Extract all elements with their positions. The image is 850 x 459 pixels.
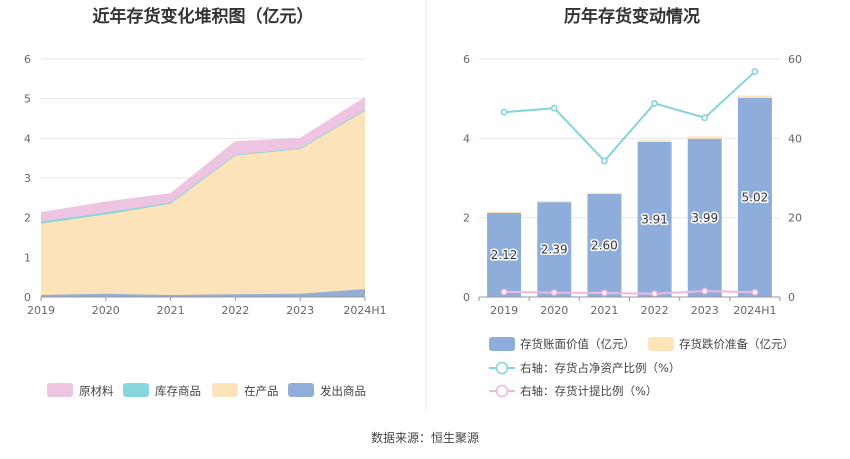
- area-series-3: [41, 97, 365, 222]
- left-y-tick-label: 1: [24, 251, 31, 264]
- right-grid: [479, 58, 780, 298]
- left-y-tick-label: 3: [24, 172, 31, 185]
- right-y-tick-label: 4: [463, 132, 470, 145]
- left-legend-label: 库存商品: [155, 384, 201, 398]
- right-legend-label: 右轴：存货计提比例（%）: [520, 384, 657, 398]
- bar-impairment: [687, 136, 722, 139]
- line-point: [550, 289, 558, 297]
- right-y2-tick-label: 20: [788, 212, 802, 225]
- source-label: 数据来源：恒生聚源: [371, 430, 479, 445]
- bar-impairment: [487, 211, 522, 213]
- line-series-1: [504, 290, 755, 295]
- left-x-tick-label: 2021: [157, 304, 185, 317]
- bar-book-value: [487, 212, 522, 297]
- right-y-tick-label: 6: [463, 53, 470, 66]
- right-x-tick-label: 2020: [540, 304, 568, 317]
- line-point: [550, 104, 558, 112]
- bar-value-label: 2.39: [541, 243, 568, 257]
- left-legend-swatch: [288, 383, 314, 397]
- left-area-series: [40, 97, 366, 297]
- right-x-tick-label: 2024H1: [733, 304, 776, 317]
- right-line-series: [500, 68, 759, 298]
- line-point: [751, 288, 759, 296]
- left-legend-label: 原材料: [79, 384, 114, 398]
- right-legend-label: 右轴：存货占净资产比例（%）: [520, 361, 680, 375]
- line-point: [601, 157, 608, 165]
- bar-impairment: [737, 95, 772, 98]
- left-x-tick-label: 2020: [92, 304, 120, 317]
- line-point: [601, 289, 608, 297]
- right-x-tick-label: 2022: [641, 304, 669, 317]
- left-axis: 0 1 2 3 4 5 6 2019 2020 2021 2022 2023 2024H1: [24, 53, 387, 317]
- left-y-tick-label: 4: [24, 132, 31, 145]
- left-y-tick-label: 6: [24, 53, 31, 66]
- left-legend-swatch: [123, 383, 149, 397]
- bar-value-label: 3.99: [691, 211, 718, 225]
- left-x-tick-label: 2019: [27, 304, 55, 317]
- bar-book-value: [537, 202, 572, 297]
- left-x-tick-label: 2023: [286, 304, 314, 317]
- right-chart-title: 历年存货变动情况: [564, 6, 700, 27]
- right-legend-swatch: [489, 337, 515, 351]
- bar-value-label: 2.12: [491, 248, 518, 262]
- right-y2-tick-label: 60: [788, 53, 802, 66]
- left-legend-label: 在产品: [244, 384, 279, 398]
- right-y2-tick-label: 40: [788, 132, 802, 145]
- bar-impairment: [587, 192, 622, 194]
- right-x-tick-label: 2023: [691, 304, 719, 317]
- line-point: [751, 68, 759, 76]
- left-legend-swatch: [47, 383, 73, 397]
- left-y-tick-label: 2: [24, 212, 31, 225]
- right-x-tick-label: 2019: [490, 304, 518, 317]
- bar-impairment: [637, 140, 672, 142]
- right-legend-label: 存货账面价值（亿元）: [520, 337, 635, 351]
- line-point: [500, 108, 508, 116]
- right-legend-marker: [495, 384, 509, 398]
- line-point: [651, 290, 658, 298]
- area-series-1: [41, 110, 365, 295]
- bar-value-label: 2.60: [591, 238, 618, 252]
- line-point: [651, 100, 658, 107]
- line-point: [701, 287, 709, 295]
- area-series-0: [41, 289, 365, 297]
- right-y2-tick-label: 0: [788, 291, 795, 304]
- left-y-tick-label: 5: [24, 93, 31, 106]
- bar-book-value: [637, 141, 672, 297]
- right-bar-series: 2.12 2.39 2.60 3.91 3.99 5.02: [487, 95, 772, 297]
- bar-book-value: [737, 97, 772, 297]
- left-y-tick-label: 0: [24, 291, 31, 304]
- right-y-tick-label: 0: [463, 291, 470, 304]
- right-y-tick-label: 2: [463, 212, 470, 225]
- right-legend-swatch: [648, 337, 674, 351]
- line-point: [500, 288, 508, 296]
- line-point: [701, 114, 709, 122]
- right-legend-label: 存货跌价准备（亿元）: [679, 337, 794, 351]
- left-chart-title: 近年存货变化堆积图（亿元）: [93, 6, 314, 27]
- area-series-edge-3: [40, 97, 366, 214]
- left-legend-label: 发出商品: [320, 384, 366, 398]
- line-series-0: [504, 70, 756, 163]
- right-x-tick-label: 2021: [590, 304, 618, 317]
- left-x-tick-label: 2024H1: [343, 304, 386, 317]
- bar-value-label: 5.02: [742, 190, 769, 204]
- left-legend: 原材料 库存商品 在产品 发出商品: [47, 383, 366, 398]
- left-legend-swatch: [212, 383, 238, 397]
- right-legend: 存货账面价值（亿元） 存货跌价准备（亿元） 右轴：存货占净资产比例（%） 右轴：存货计…: [489, 337, 794, 398]
- bar-book-value: [687, 138, 722, 297]
- bar-value-label: 3.91: [641, 212, 668, 226]
- bar-book-value: [587, 193, 622, 297]
- bar-impairment: [537, 201, 572, 203]
- left-x-tick-label: 2022: [221, 304, 249, 317]
- right-legend-marker: [495, 361, 509, 375]
